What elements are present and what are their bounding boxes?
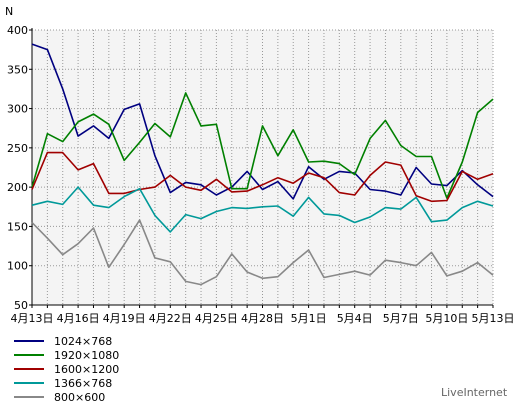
legend-swatch bbox=[14, 340, 44, 342]
series-line bbox=[31, 92, 494, 199]
legend-item: 1366×768 bbox=[14, 376, 119, 390]
legend-item: 1600×1200 bbox=[14, 362, 119, 376]
x-tick-label: 5月7日 bbox=[383, 312, 419, 325]
x-tick-label: 4月16日 bbox=[57, 312, 100, 325]
y-tick-label: 200 bbox=[7, 181, 28, 194]
legend-label: 1600×1200 bbox=[54, 362, 120, 376]
series-line bbox=[31, 186, 494, 233]
y-tick-label: 350 bbox=[7, 63, 28, 76]
legend-swatch bbox=[14, 368, 44, 370]
x-tick-label: 4月22日 bbox=[149, 312, 192, 325]
y-tick-label: 250 bbox=[7, 142, 28, 155]
x-tick-label: 5月13日 bbox=[472, 312, 515, 325]
legend: 1024×768 1920×1080 1600×1200 1366×768 80… bbox=[14, 334, 119, 404]
y-axis-label: N bbox=[5, 5, 13, 18]
legend-swatch bbox=[14, 382, 44, 384]
series-line bbox=[31, 43, 494, 200]
plot-area bbox=[32, 30, 493, 305]
y-tick-labels: 50 100 150 200 250 300 350 400 bbox=[7, 24, 28, 312]
legend-label: 1920×1080 bbox=[54, 348, 120, 362]
x-tick-label: 5月4日 bbox=[337, 312, 373, 325]
grid bbox=[32, 29, 494, 305]
series-lines bbox=[31, 43, 494, 286]
x-tick-label: 4月19日 bbox=[103, 312, 146, 325]
legend-item: 1024×768 bbox=[14, 334, 119, 348]
x-tick-label: 4月28日 bbox=[241, 312, 284, 325]
y-tick-label: 400 bbox=[7, 24, 28, 37]
legend-label: 1366×768 bbox=[54, 376, 113, 390]
y-tick-label: 150 bbox=[7, 220, 28, 233]
x-tick-labels: 4月13日 4月16日 4月19日 4月22日 4月25日 4月28日 5月1日 5月4日 5月… bbox=[11, 312, 515, 325]
x-tick-label: 5月1日 bbox=[291, 312, 327, 325]
legend-label: 1024×768 bbox=[54, 334, 113, 348]
x-tick-label: 4月25日 bbox=[195, 312, 238, 325]
axes bbox=[29, 28, 494, 308]
legend-label: 800×600 bbox=[54, 390, 106, 404]
plot-background bbox=[32, 30, 493, 305]
y-tick-label: 50 bbox=[14, 299, 28, 312]
brand-label: LiveInternet bbox=[441, 386, 508, 399]
x-tick-label: 4月13日 bbox=[11, 312, 54, 325]
legend-swatch bbox=[14, 354, 44, 356]
series-line bbox=[31, 151, 494, 203]
legend-item: 800×600 bbox=[14, 390, 119, 404]
series-line bbox=[31, 219, 494, 286]
y-tick-label: 300 bbox=[7, 103, 28, 116]
x-tick-label: 5月10日 bbox=[425, 312, 468, 325]
legend-swatch bbox=[14, 396, 44, 398]
y-tick-label: 100 bbox=[7, 260, 28, 273]
legend-item: 1920×1080 bbox=[14, 348, 119, 362]
